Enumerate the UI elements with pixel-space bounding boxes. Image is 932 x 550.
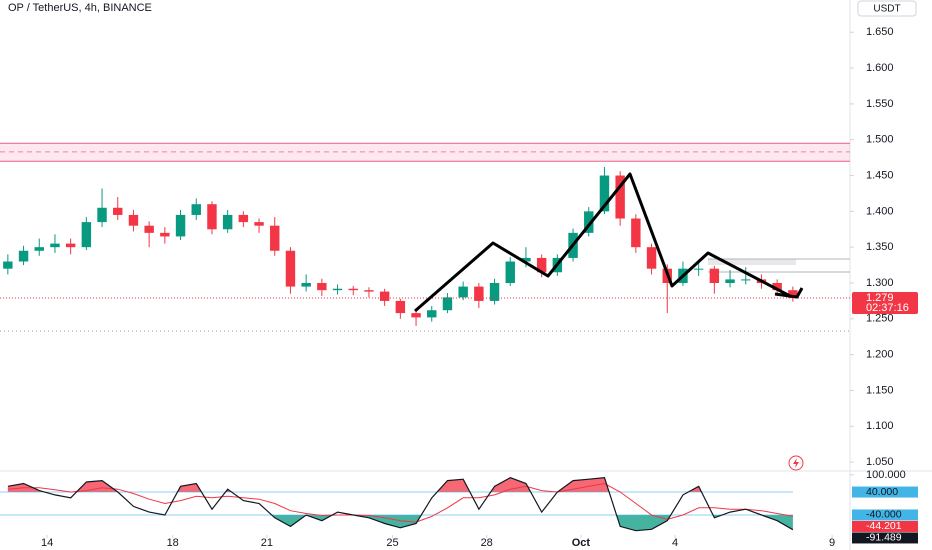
osc-line [7,482,793,523]
y-tick-label: 1.200 [866,349,894,361]
candle-body [709,268,720,284]
candle-body [113,207,123,215]
candle-body [128,214,139,226]
chart-title: OP / TetherUS, 4h, BINANCE [8,2,152,14]
candle-body [301,283,311,287]
osc-value-label: -44.201 [866,520,902,532]
candle-body [442,297,453,311]
candle-body [536,257,547,273]
y-tick-label: 1.500 [866,134,894,146]
candle-body [521,257,531,262]
candle-body [725,279,735,284]
candle-body [285,250,296,287]
candle-body [18,250,29,262]
candle-body [599,175,610,212]
candle-body [50,243,60,248]
candle-body [97,207,107,223]
y-tick-label: 1.350 [866,241,894,253]
x-tick-label: Oct [572,537,591,549]
candle-body [144,225,154,233]
y-tick-label: 1.550 [866,98,894,110]
candle-body [615,175,625,219]
candle-body [364,290,374,292]
x-tick-label: 28 [481,537,493,549]
y-tick-label: 1.050 [866,456,894,468]
candle-body [3,261,13,269]
candle-body [160,232,170,237]
osc-value-box [852,509,918,521]
osc-line [7,477,794,532]
candle-body [175,214,186,237]
pattern-drawing [414,172,791,313]
osc-y-tick-label: 100.000 [866,469,906,481]
candle-body [34,247,44,251]
y-tick-label: 1.600 [866,62,894,74]
candle-body [207,204,217,230]
osc-value-label: 40.000 [866,486,898,498]
y-tick-label: 1.400 [866,205,894,217]
y-tick-label: 1.300 [866,277,894,289]
osc-value-label: -40.000 [866,509,902,521]
candle-body [458,286,468,298]
range-box [708,259,796,265]
y-tick-label: 1.250 [866,313,894,325]
osc-fill-above [7,477,793,493]
candle-body [222,214,233,230]
candle-body [191,204,201,215]
candle-body [254,222,264,226]
candle-body [505,261,515,284]
x-tick-label: 14 [41,537,53,549]
osc-value-box [852,520,918,532]
x-tick-label: 18 [167,537,179,549]
x-tick-label: 25 [386,537,398,549]
currency-button[interactable] [857,0,917,17]
candle-body [427,310,437,318]
candle-body [772,283,782,291]
candle-body [332,288,343,291]
candle-body [81,222,92,248]
candle-body [741,279,751,281]
candle-body [395,300,406,314]
candle-body [584,211,594,233]
pattern-drawing [774,287,804,299]
x-tick-label: 9 [829,537,835,549]
candle-body [631,218,641,248]
candle-body [411,313,421,318]
candle-body [474,286,484,301]
y-tick-label: 1.100 [866,420,894,432]
candle-body [646,247,657,269]
countdown-label: 02:37:16 [866,302,909,314]
candle-body [238,214,249,223]
candle-body [348,288,358,291]
current-price-box [852,292,918,315]
alert-icon-bolt [793,458,799,468]
candle-body [693,268,704,270]
candle-body [317,283,327,291]
candle-body [788,290,798,299]
x-tick-label: 21 [261,537,273,549]
y-tick-label: 1.650 [866,26,894,38]
osc-value-box [852,486,918,498]
y-tick-label: 1.150 [866,384,894,396]
current-price-label: 1.279 [866,292,894,304]
osc-value-label: -91.489 [866,532,902,544]
x-tick-label: 4 [672,537,678,549]
currency-label[interactable]: USDT [873,4,900,15]
candle-body [489,283,500,301]
candle-body [379,291,390,301]
candle-body [65,243,76,248]
candle-body [270,225,280,251]
osc-value-box [852,532,918,544]
osc-fill-below [7,514,793,531]
y-tick-label: 1.450 [866,169,894,181]
